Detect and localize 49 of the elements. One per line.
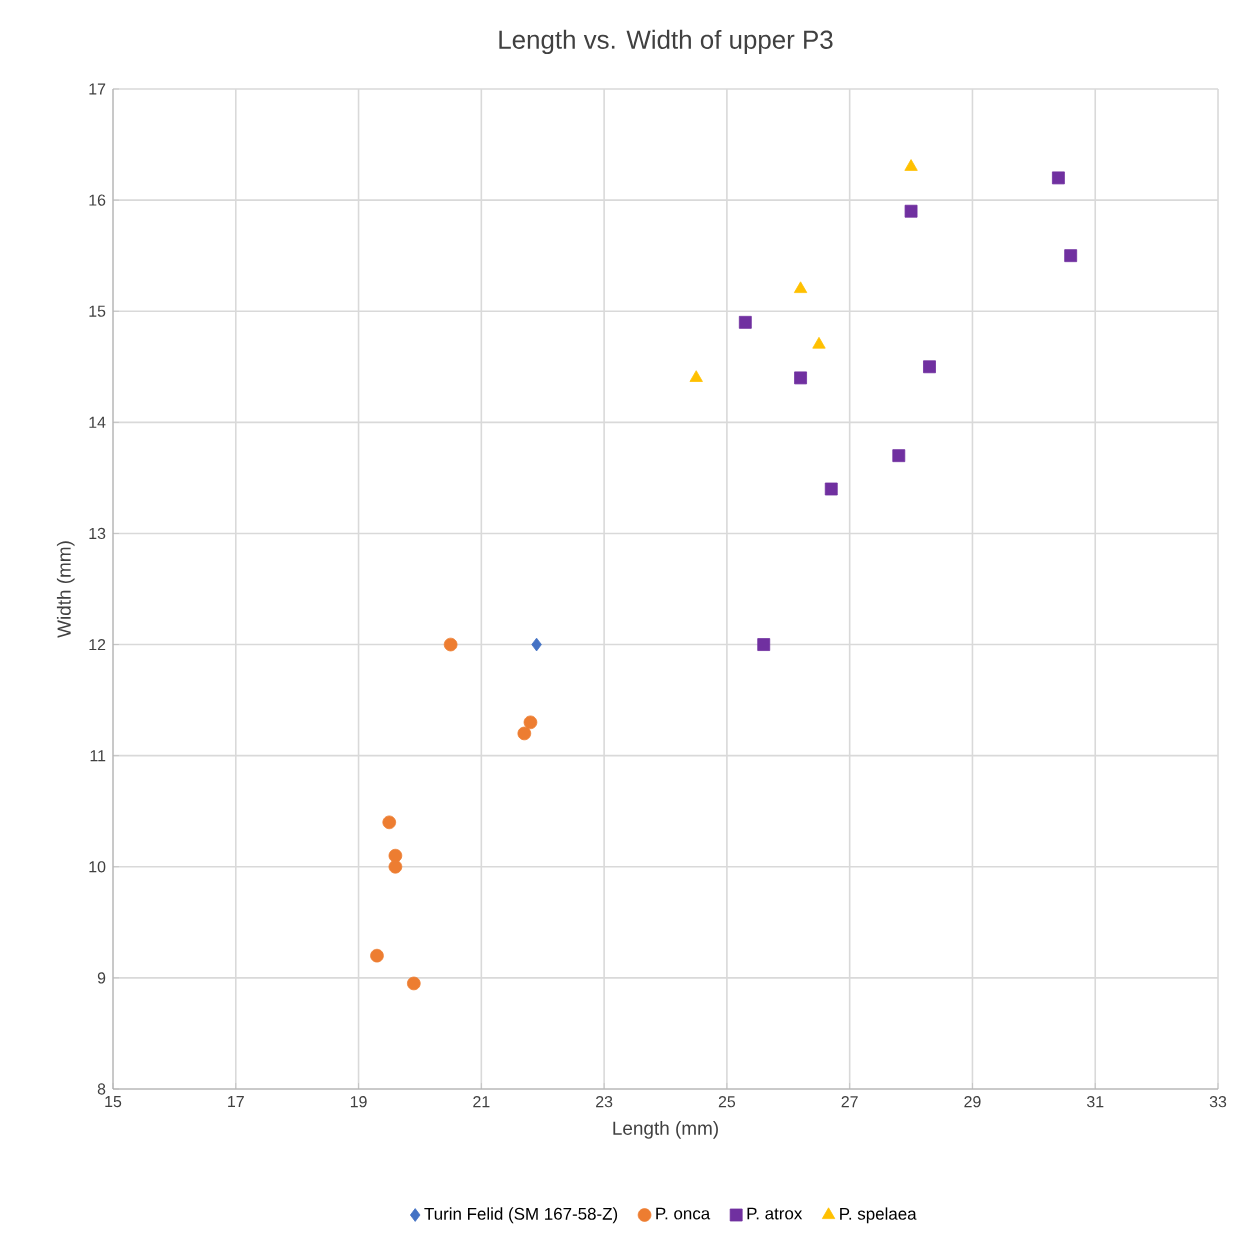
y-tick-label: 10	[89, 861, 106, 873]
chart-title: Length vs. Width of upper P3	[499, 29, 833, 54]
x-tick-label: 27	[841, 1096, 858, 1108]
x-tick-label: 23	[596, 1096, 613, 1108]
y-tick-label: 11	[90, 750, 106, 762]
point	[388, 859, 403, 874]
point	[904, 159, 918, 171]
legend-label: P. atrox	[747, 1207, 803, 1220]
point	[794, 371, 807, 385]
x-axis-title: Length (mm)	[613, 1121, 718, 1139]
x-tick-label: 17	[228, 1096, 244, 1108]
y-tick-label: 16	[89, 194, 106, 206]
x-tick-label: 19	[350, 1096, 367, 1108]
point	[1064, 249, 1078, 263]
x-tick-label: 31	[1086, 1096, 1104, 1108]
point	[407, 976, 421, 991]
x-tick-label: 25	[718, 1096, 736, 1108]
point	[531, 637, 542, 652]
point	[388, 848, 403, 863]
point	[517, 726, 532, 741]
y-tick-label: 15	[89, 305, 106, 317]
y-tick-label: 12	[89, 638, 106, 651]
point	[1052, 171, 1065, 185]
point	[757, 638, 771, 651]
point	[923, 360, 936, 374]
point	[892, 449, 906, 463]
point	[443, 637, 458, 652]
point	[738, 315, 752, 329]
legend-label: Turin Felid (SM 167-58-Z)	[424, 1207, 618, 1224]
x-tick-label: 21	[473, 1096, 490, 1108]
y-tick-label: 14	[89, 416, 106, 428]
point	[382, 815, 397, 830]
legend-label: P. onca	[656, 1207, 711, 1220]
point	[523, 715, 538, 730]
point	[904, 204, 918, 218]
x-tick-label: 33	[1209, 1096, 1227, 1108]
x-tick-label: 29	[964, 1096, 981, 1108]
y-axis-title: Width (mm)	[56, 541, 75, 638]
y-tick-label: 13	[89, 527, 106, 540]
y-tick-label: 17	[89, 83, 106, 95]
point	[824, 482, 838, 496]
legend-label: P. spelaea	[840, 1207, 917, 1224]
y-tick-label: 8	[97, 1083, 106, 1095]
point	[793, 281, 808, 293]
y-tick-label: 9	[97, 972, 106, 984]
point	[689, 370, 703, 382]
point	[812, 336, 826, 349]
x-tick-label: 15	[105, 1096, 122, 1108]
point	[370, 948, 384, 963]
